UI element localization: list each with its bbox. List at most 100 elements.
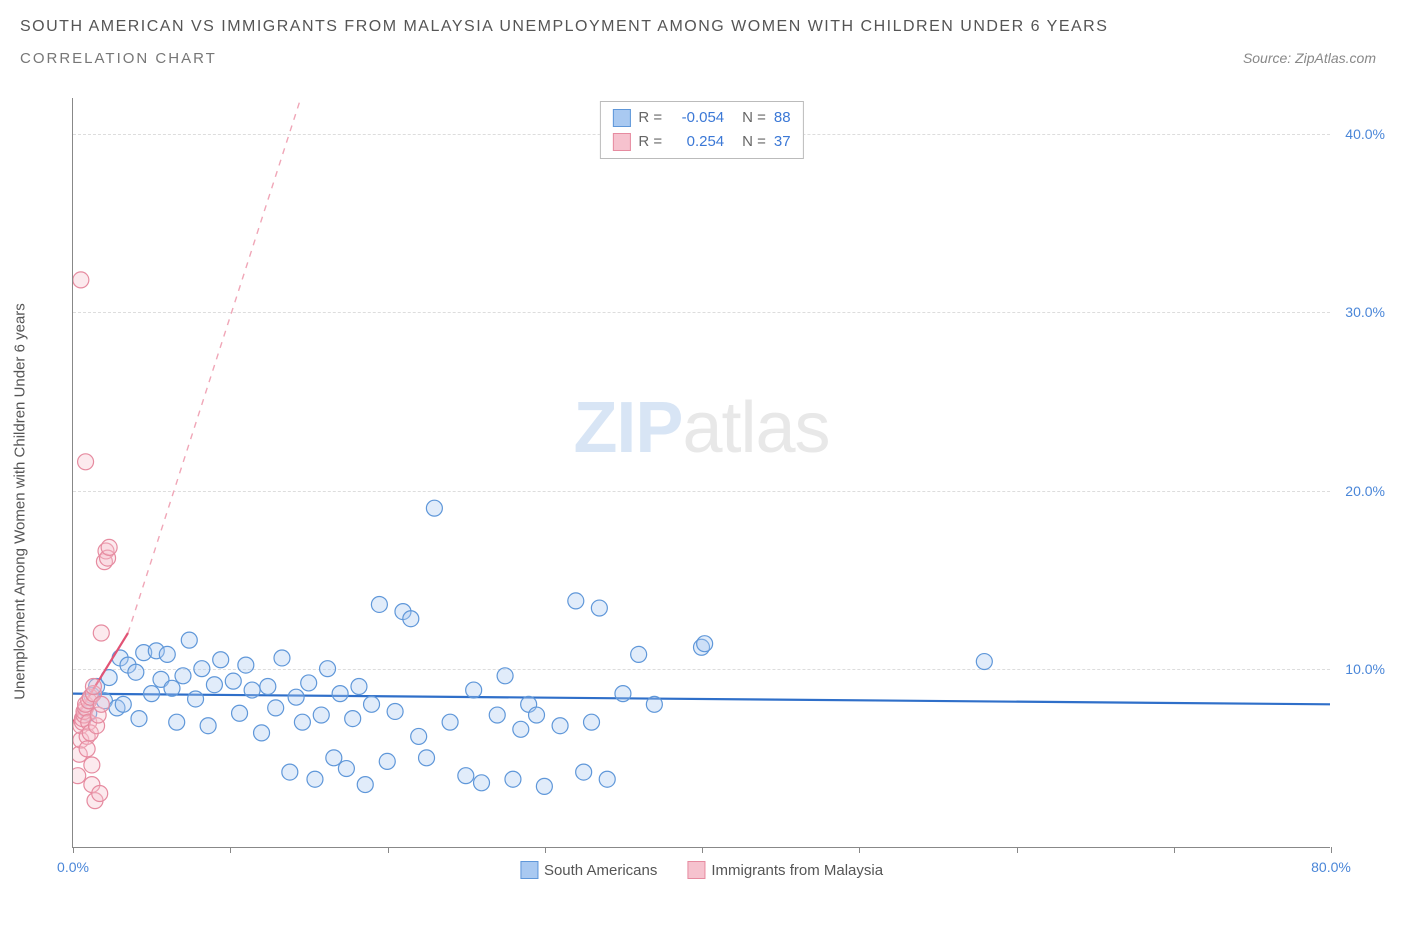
scatter-point <box>458 768 474 784</box>
stat-r-label: R = <box>638 106 662 130</box>
scatter-point <box>79 741 95 757</box>
scatter-point <box>85 679 101 695</box>
stat-r-label: R = <box>638 130 662 154</box>
scatter-point <box>442 714 458 730</box>
scatter-point <box>631 646 647 662</box>
scatter-point <box>419 750 435 766</box>
x-tick-label: 0.0% <box>57 859 89 875</box>
scatter-point <box>615 686 631 702</box>
scatter-point <box>159 646 175 662</box>
trend-line-dashed <box>128 98 301 633</box>
legend-swatch <box>520 861 538 879</box>
stat-n-value: 88 <box>774 106 791 130</box>
scatter-point <box>128 664 144 680</box>
chart-title: SOUTH AMERICAN VS IMMIGRANTS FROM MALAYS… <box>20 18 1386 36</box>
scatter-point <box>254 725 270 741</box>
x-tick <box>1331 847 1332 853</box>
source-label: Source: ZipAtlas.com <box>1243 50 1386 66</box>
y-tick-label: 30.0% <box>1345 304 1385 320</box>
scatter-point <box>73 272 89 288</box>
scatter-point <box>466 682 482 698</box>
scatter-point <box>73 768 86 784</box>
x-tick <box>388 847 389 853</box>
x-tick <box>1017 847 1018 853</box>
scatter-point <box>169 714 185 730</box>
plot-region: ZIPatlas R =-0.054N =88R =0.254N =37 Sou… <box>72 98 1330 848</box>
scatter-point <box>175 668 191 684</box>
stats-row: R = 0.254 N = 37 <box>612 130 790 154</box>
scatter-point <box>213 652 229 668</box>
scatter-point <box>403 611 419 627</box>
stat-r-value: -0.054 <box>670 106 724 130</box>
stat-r-value: 0.254 <box>670 130 724 154</box>
stat-n-value: 37 <box>774 130 791 154</box>
scatter-point <box>568 593 584 609</box>
x-tick <box>702 847 703 853</box>
y-tick-label: 10.0% <box>1345 661 1385 677</box>
chart-area: Unemployment Among Women with Children U… <box>50 98 1390 888</box>
stats-legend-box: R = -0.054 N = 88 R = 0.254 N = 37 <box>599 101 803 159</box>
bottom-legend: South Americans Immigrants from Malaysia <box>520 861 883 879</box>
scatter-point <box>225 673 241 689</box>
scatter-point <box>238 657 254 673</box>
scatter-point <box>387 703 403 719</box>
scatter-point <box>268 700 284 716</box>
scatter-point <box>591 600 607 616</box>
legend-label: South Americans <box>544 862 657 879</box>
scatter-point <box>489 707 505 723</box>
scatter-point <box>92 786 108 802</box>
scatter-point <box>584 714 600 730</box>
scatter-point <box>115 696 131 712</box>
scatter-point <box>84 757 100 773</box>
trend-line <box>73 694 1330 705</box>
scatter-point <box>697 636 713 652</box>
x-tick <box>1174 847 1175 853</box>
scatter-point <box>976 654 992 670</box>
legend-swatch <box>612 133 630 151</box>
chart-subtitle: CORRELATION CHART <box>20 50 217 67</box>
legend-swatch <box>687 861 705 879</box>
legend-item: Immigrants from Malaysia <box>687 861 883 879</box>
x-tick <box>73 847 74 853</box>
y-axis-title: Unemployment Among Women with Children U… <box>12 303 29 700</box>
scatter-point <box>379 753 395 769</box>
scatter-point <box>181 632 197 648</box>
legend-label: Immigrants from Malaysia <box>711 862 883 879</box>
scatter-point <box>307 771 323 787</box>
scatter-point <box>274 650 290 666</box>
scatter-point <box>244 682 260 698</box>
chart-header: SOUTH AMERICAN VS IMMIGRANTS FROM MALAYS… <box>0 0 1406 67</box>
legend-item: South Americans <box>520 861 657 879</box>
scatter-point <box>536 778 552 794</box>
scatter-point <box>426 500 442 516</box>
x-tick <box>545 847 546 853</box>
stat-n-label: N = <box>742 130 766 154</box>
scatter-point <box>164 680 180 696</box>
scatter-point <box>288 689 304 705</box>
scatter-point <box>345 711 361 727</box>
scatter-point <box>194 661 210 677</box>
legend-swatch <box>612 109 630 127</box>
scatter-point <box>411 728 427 744</box>
x-tick <box>230 847 231 853</box>
scatter-point <box>513 721 529 737</box>
scatter-point <box>206 677 222 693</box>
scatter-point <box>313 707 329 723</box>
scatter-point <box>93 696 109 712</box>
scatter-point <box>78 454 94 470</box>
scatter-point <box>357 777 373 793</box>
scatter-point <box>301 675 317 691</box>
scatter-point <box>332 686 348 702</box>
scatter-point <box>351 679 367 695</box>
scatter-point <box>576 764 592 780</box>
scatter-point <box>599 771 615 787</box>
y-tick-label: 20.0% <box>1345 483 1385 499</box>
scatter-point <box>282 764 298 780</box>
scatter-point <box>93 625 109 641</box>
scatter-point <box>646 696 662 712</box>
stat-n-label: N = <box>742 106 766 130</box>
scatter-point <box>200 718 216 734</box>
scatter-point <box>497 668 513 684</box>
scatter-svg <box>73 98 1330 847</box>
scatter-point <box>294 714 310 730</box>
